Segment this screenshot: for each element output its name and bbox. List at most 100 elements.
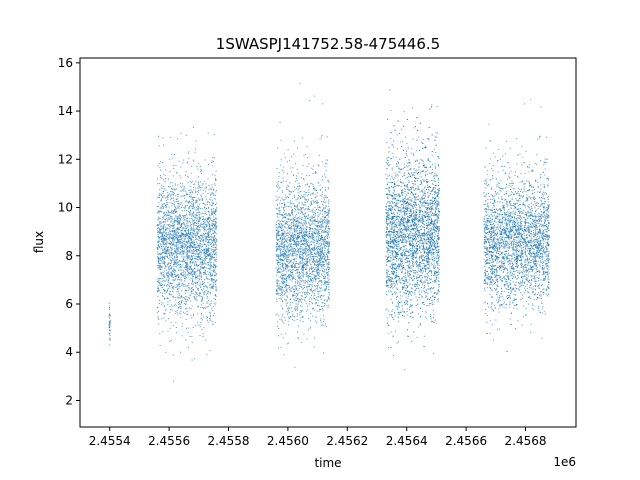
data-point (293, 236, 295, 238)
data-point (193, 296, 195, 298)
data-point (192, 196, 194, 198)
data-point (316, 200, 318, 202)
data-point (315, 315, 317, 317)
data-point (325, 242, 327, 244)
data-point (180, 266, 182, 268)
data-point (284, 263, 286, 265)
data-point (166, 212, 168, 214)
data-point (295, 308, 297, 310)
data-point (169, 300, 171, 302)
data-point (214, 264, 216, 266)
data-point (292, 262, 294, 264)
data-point (181, 233, 183, 235)
data-point (178, 260, 180, 262)
data-point (182, 285, 184, 287)
data-point (174, 255, 175, 257)
data-point (305, 310, 307, 312)
data-point (158, 145, 160, 147)
data-point (176, 253, 178, 255)
data-point (181, 210, 183, 212)
data-point (177, 138, 179, 140)
data-point (162, 271, 164, 273)
data-point (291, 269, 293, 271)
data-point (327, 209, 329, 211)
data-point (311, 231, 313, 233)
data-point (216, 239, 218, 241)
data-point (306, 267, 308, 269)
data-point (299, 186, 301, 187)
data-point (193, 237, 195, 239)
data-point (215, 214, 217, 216)
data-point (321, 273, 323, 275)
data-point (301, 295, 303, 297)
data-point (160, 176, 162, 178)
data-point (315, 172, 317, 174)
data-point (160, 248, 162, 250)
data-point (161, 239, 163, 241)
data-point (198, 278, 200, 280)
data-point (208, 248, 210, 250)
data-point (284, 198, 286, 200)
data-point (276, 242, 278, 243)
data-point (306, 261, 308, 263)
data-point (208, 272, 210, 274)
data-point (211, 184, 213, 186)
data-point (159, 263, 161, 265)
data-point (324, 305, 326, 307)
data-point (282, 301, 284, 303)
data-point (325, 190, 327, 192)
data-point (202, 263, 204, 265)
data-point (194, 291, 196, 293)
data-point (308, 231, 310, 233)
data-point (183, 227, 185, 229)
data-point (319, 309, 321, 310)
data-point (185, 192, 187, 194)
data-point (167, 214, 169, 216)
data-point (324, 280, 326, 282)
data-point (175, 201, 177, 203)
data-point (293, 253, 295, 255)
data-point (157, 256, 159, 258)
data-point (328, 270, 330, 272)
data-point (193, 228, 195, 230)
data-point (313, 229, 315, 231)
data-point (203, 253, 205, 255)
data-point (305, 235, 307, 237)
data-point (180, 310, 182, 312)
data-point (182, 233, 184, 235)
data-point (321, 247, 323, 248)
data-point (178, 283, 180, 285)
data-point (299, 314, 301, 316)
data-point (307, 250, 309, 252)
data-point (211, 240, 213, 242)
data-point (312, 290, 314, 292)
data-point (317, 252, 319, 254)
data-point (300, 229, 302, 231)
data-point (292, 313, 294, 315)
data-point (297, 331, 299, 333)
data-point (178, 221, 180, 223)
data-point (200, 273, 202, 274)
data-point (166, 238, 168, 240)
data-point (159, 265, 161, 267)
data-point (181, 228, 183, 230)
data-point (207, 261, 209, 263)
data-point (165, 205, 167, 207)
data-point (177, 292, 179, 294)
data-point (180, 295, 182, 297)
data-point (190, 196, 192, 198)
data-point (178, 223, 180, 225)
data-point (210, 300, 212, 302)
data-point (207, 222, 209, 224)
data-point (307, 195, 309, 197)
data-point (193, 204, 195, 206)
data-point (171, 256, 173, 258)
data-point (194, 152, 196, 154)
data-point (317, 274, 319, 276)
data-point (182, 258, 184, 260)
data-point (276, 260, 278, 262)
data-point (203, 327, 205, 329)
data-point (194, 257, 196, 259)
data-point (156, 225, 158, 227)
data-point (310, 198, 312, 200)
